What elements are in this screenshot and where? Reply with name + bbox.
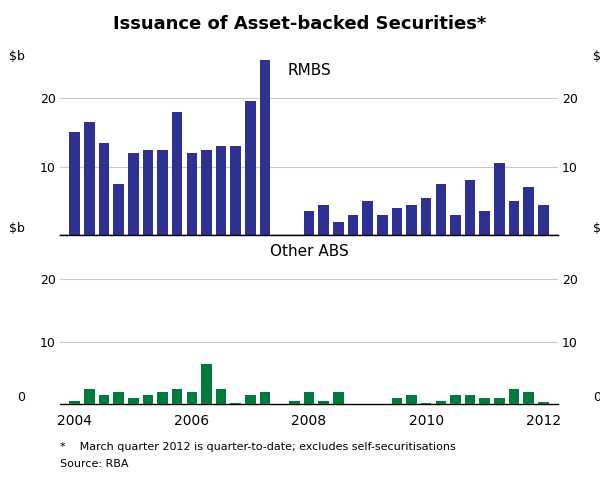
Bar [143,150,153,236]
Bar [113,184,124,236]
Text: 0: 0 [17,391,25,404]
Bar [230,146,241,236]
Bar [538,205,548,236]
Bar [304,392,314,404]
Bar [187,153,197,236]
Bar [201,150,212,236]
Bar [70,401,80,404]
Bar [392,398,402,404]
Text: $b: $b [9,223,25,236]
Bar [128,153,139,236]
Bar [406,205,417,236]
Bar [333,222,344,236]
Bar [172,112,182,236]
Text: RMBS: RMBS [287,63,331,78]
Bar [70,132,80,236]
Bar [333,392,344,404]
Bar [216,146,226,236]
Bar [377,215,388,236]
Text: $b: $b [593,223,600,236]
Bar [187,392,197,404]
Text: 0: 0 [593,391,600,404]
Bar [421,198,431,236]
Text: $b: $b [593,50,600,63]
Bar [304,212,314,236]
Text: *    March quarter 2012 is quarter-to-date; excludes self-securitisations: * March quarter 2012 is quarter-to-date;… [60,442,456,452]
Bar [245,395,256,404]
Bar [260,60,271,236]
Bar [113,392,124,404]
Bar [289,401,299,404]
Bar [216,389,226,404]
Bar [230,403,241,404]
Bar [260,392,271,404]
Bar [465,181,475,236]
Bar [450,215,461,236]
Bar [172,389,182,404]
Bar [84,389,95,404]
Bar [143,395,153,404]
Bar [421,403,431,404]
Bar [98,395,109,404]
Bar [436,184,446,236]
Bar [494,163,505,236]
Bar [362,201,373,236]
Bar [392,208,402,236]
Bar [479,212,490,236]
Bar [319,205,329,236]
Bar [479,398,490,404]
Text: Source: RBA: Source: RBA [60,459,128,469]
Bar [494,398,505,404]
Bar [523,392,534,404]
Text: Other ABS: Other ABS [269,244,349,259]
Bar [201,364,212,404]
Bar [319,401,329,404]
Bar [509,389,520,404]
Bar [98,143,109,236]
Bar [157,392,168,404]
Bar [406,395,417,404]
Text: $b: $b [9,50,25,63]
Bar [436,401,446,404]
Bar [245,101,256,236]
Bar [450,395,461,404]
Bar [523,187,534,236]
Bar [347,215,358,236]
Bar [84,122,95,236]
Bar [157,150,168,236]
Bar [128,398,139,404]
Bar [465,395,475,404]
Text: Issuance of Asset-backed Securities*: Issuance of Asset-backed Securities* [113,15,487,33]
Bar [538,402,548,404]
Bar [509,201,520,236]
